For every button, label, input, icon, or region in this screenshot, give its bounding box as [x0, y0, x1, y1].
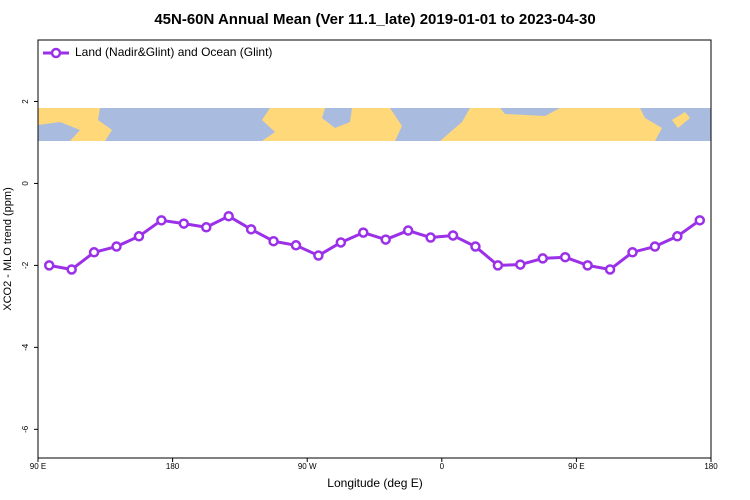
x-tick-label: 90 E [30, 462, 46, 471]
point [111, 241, 122, 252]
point [470, 241, 481, 252]
y-tick-label: 2 [21, 99, 30, 104]
point [515, 259, 526, 270]
point [245, 224, 257, 235]
point [268, 235, 279, 247]
point [133, 231, 145, 242]
point [201, 222, 212, 233]
x-tick-label: 180 [166, 462, 180, 471]
point [290, 240, 302, 251]
y-tick-label: -6 [21, 425, 30, 433]
chart-title: 45N-60N Annual Mean (Ver 11.1_late) 2019… [154, 11, 595, 28]
point [178, 218, 190, 229]
point [313, 250, 324, 261]
legend-label: Land (Nadir&Glint) and Ocean (Glint) [75, 45, 272, 59]
point [582, 260, 593, 271]
point [492, 260, 504, 271]
point [694, 215, 706, 226]
y-tick-label: -4 [21, 343, 30, 351]
x-tick-label: 0 [440, 462, 445, 471]
point [672, 231, 683, 242]
point [447, 230, 459, 241]
y-tick-label: 0 [21, 181, 30, 186]
point [358, 227, 369, 238]
point [402, 225, 414, 236]
point [66, 264, 77, 275]
series-line [48, 214, 701, 271]
point [335, 237, 347, 248]
point [627, 247, 638, 258]
plot-frame [37, 39, 712, 459]
point [559, 251, 571, 263]
y-tick-label: -2 [21, 261, 30, 269]
point [649, 241, 661, 252]
point [43, 260, 55, 271]
x-tick-label: 180 [704, 462, 718, 471]
x-tick-label: 90 W [298, 462, 317, 471]
point [156, 215, 167, 226]
point [537, 253, 548, 264]
legend-marker [50, 47, 62, 59]
x-axis-label: Longitude (deg E) [327, 476, 422, 490]
y-axis-label: XCO2 - MLO trend (ppm) [2, 187, 14, 310]
point [380, 234, 391, 245]
point [425, 232, 436, 243]
x-tick-label: 90 E [568, 462, 584, 471]
map-band [38, 108, 711, 141]
point [88, 247, 100, 258]
point [223, 210, 234, 222]
point [604, 264, 616, 275]
